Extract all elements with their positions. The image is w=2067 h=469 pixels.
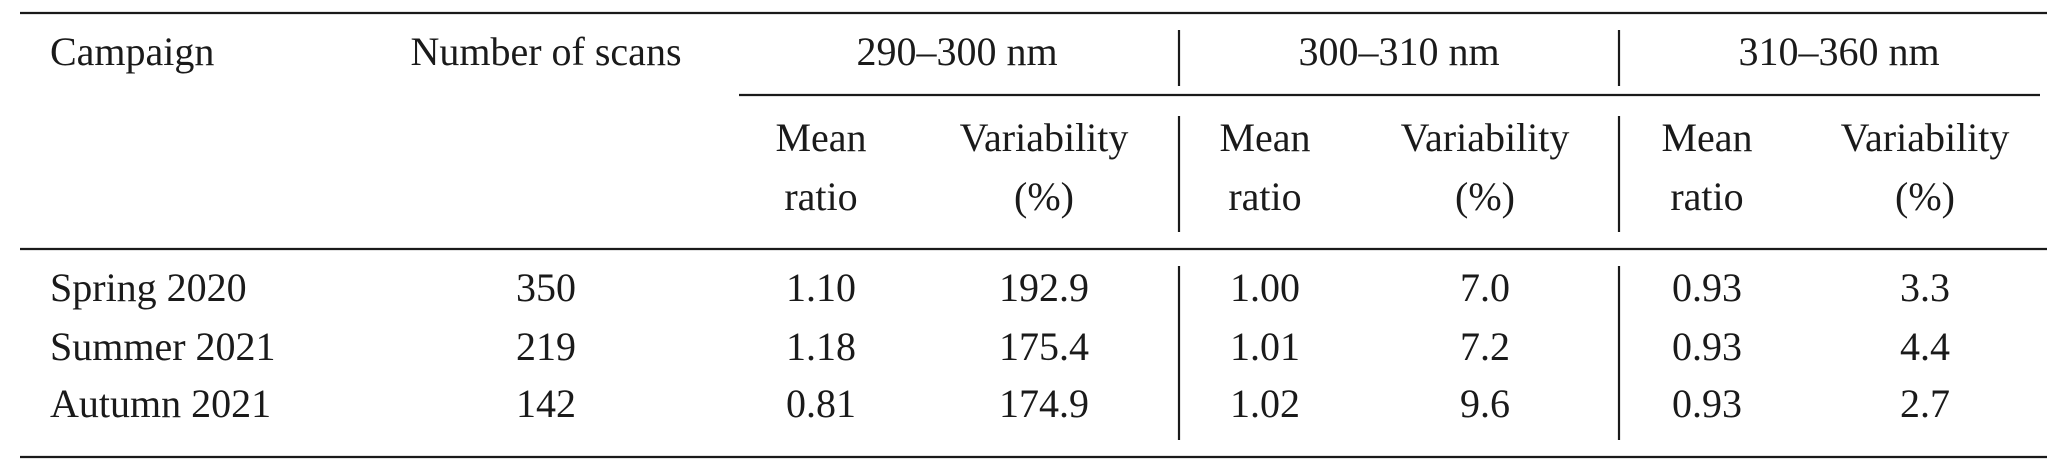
- cell: 142: [516, 381, 576, 426]
- cell: 219: [516, 324, 576, 369]
- cell: 0.93: [1672, 324, 1742, 369]
- cell: 174.9: [999, 381, 1089, 426]
- row-label: Summer 2021: [50, 324, 276, 369]
- sub-header: Mean: [1661, 115, 1752, 160]
- column-header: Campaign: [50, 29, 214, 74]
- group-header: 290–300 nm: [856, 29, 1057, 74]
- sub-header: ratio: [784, 174, 857, 219]
- cell: 3.3: [1900, 265, 1950, 310]
- cell: 1.02: [1230, 381, 1300, 426]
- cell: 1.18: [786, 324, 856, 369]
- cell: 7.0: [1460, 265, 1510, 310]
- sub-header: Mean: [1219, 115, 1310, 160]
- sub-header: Mean: [775, 115, 866, 160]
- cell: 2.7: [1900, 381, 1950, 426]
- cell: 7.2: [1460, 324, 1510, 369]
- cell: 0.93: [1672, 265, 1742, 310]
- cell: 9.6: [1460, 381, 1510, 426]
- row-label: Autumn 2021: [50, 381, 271, 426]
- cell: 1.10: [786, 265, 856, 310]
- sub-header: (%): [1455, 174, 1515, 219]
- sub-header: ratio: [1228, 174, 1301, 219]
- sub-header: (%): [1014, 174, 1074, 219]
- row-label: Spring 2020: [50, 265, 247, 310]
- cell: 1.01: [1230, 324, 1300, 369]
- group-header: 300–310 nm: [1298, 29, 1499, 74]
- sub-header: Variability: [1841, 115, 2010, 160]
- cell: 0.93: [1672, 381, 1742, 426]
- cell: 175.4: [999, 324, 1089, 369]
- sub-header: ratio: [1670, 174, 1743, 219]
- group-header: 310–360 nm: [1738, 29, 1939, 74]
- sub-header: (%): [1895, 174, 1955, 219]
- cell: 0.81: [786, 381, 856, 426]
- cell: 350: [516, 265, 576, 310]
- sub-header: Variability: [1401, 115, 1570, 160]
- column-header: Number of scans: [410, 29, 681, 74]
- cell: 1.00: [1230, 265, 1300, 310]
- cell: 4.4: [1900, 324, 1950, 369]
- sub-header: Variability: [960, 115, 1129, 160]
- cell: 192.9: [999, 265, 1089, 310]
